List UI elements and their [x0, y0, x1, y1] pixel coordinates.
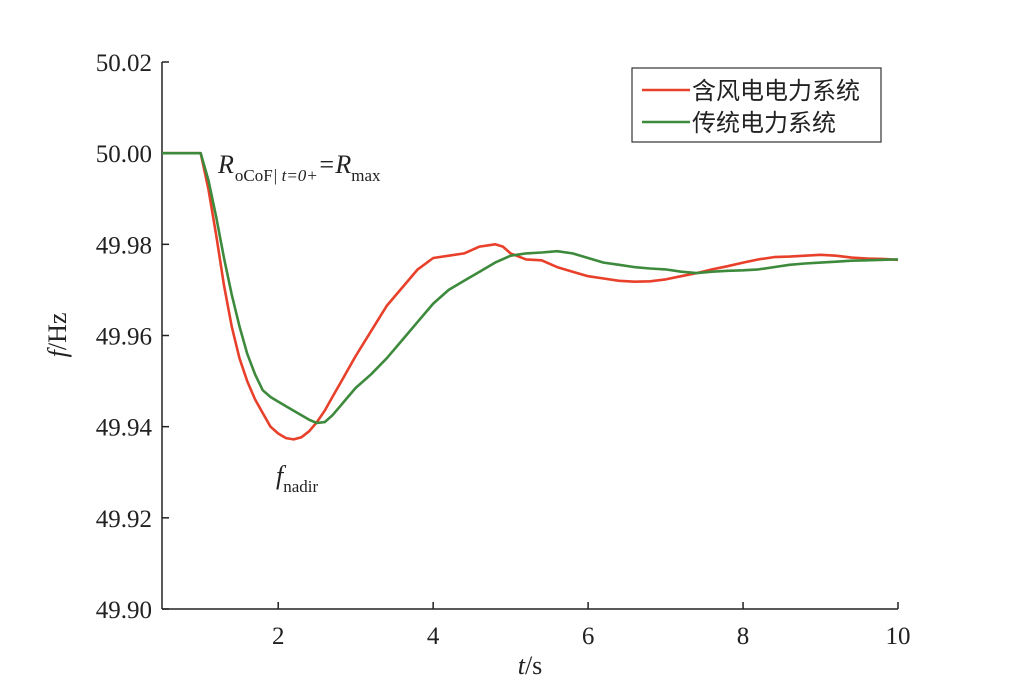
y-tick-label: 49.98: [96, 232, 152, 259]
y-tick-label: 49.90: [96, 597, 152, 624]
legend: 含风电电力系统 传统电力系统: [631, 67, 882, 143]
nadir-sub: nadir: [283, 477, 318, 496]
rocof-eq: =R: [318, 150, 352, 179]
series-layer: [162, 151, 899, 441]
y-tick-label: 49.96: [96, 324, 152, 351]
y-tick-label: 49.94: [96, 415, 153, 442]
x-tick-label: 4: [427, 623, 440, 650]
legend-box: [631, 67, 882, 143]
y-axis-title: f/Hz: [43, 313, 72, 358]
series-line-0: [162, 151, 899, 441]
x-axis-var: t: [518, 651, 526, 680]
legend-label-wind: 含风电电力系统: [692, 77, 860, 105]
x-tick-label: 2: [272, 623, 285, 650]
nadir-annotation: fnadir: [276, 461, 319, 496]
nadir-f: f: [276, 461, 287, 490]
x-tick-label: 8: [737, 623, 750, 650]
y-tick-label: 50.00: [96, 141, 152, 168]
rocof-sub-max: max: [351, 166, 381, 185]
legend-label-traditional: 传统电力系统: [692, 109, 836, 137]
y-axis-var: f: [43, 346, 72, 357]
rocof-r: R: [217, 150, 234, 179]
x-axis-unit: /s: [525, 651, 542, 680]
x-tick-label: 6: [582, 623, 595, 650]
x-ticks: 2 4 6 8 10: [272, 602, 911, 650]
rocof-sub: oCoF: [235, 166, 273, 185]
rocof-annotation: RoCoF| t=0+=Rmax: [217, 150, 381, 185]
y-axis-unit: /Hz: [43, 313, 72, 351]
y-tick-label: 50.02: [96, 50, 152, 77]
series-line-1: [162, 151, 899, 425]
axes: [161, 62, 898, 610]
x-axis-title: t/s: [518, 651, 543, 680]
y-ticks: 49.90 49.92 49.94 49.96 49.98 50.00 50.02: [96, 50, 169, 624]
y-tick-label: 49.92: [96, 506, 152, 533]
rocof-sub-cond: | t=0+: [273, 166, 318, 185]
x-tick-label: 10: [886, 623, 911, 650]
